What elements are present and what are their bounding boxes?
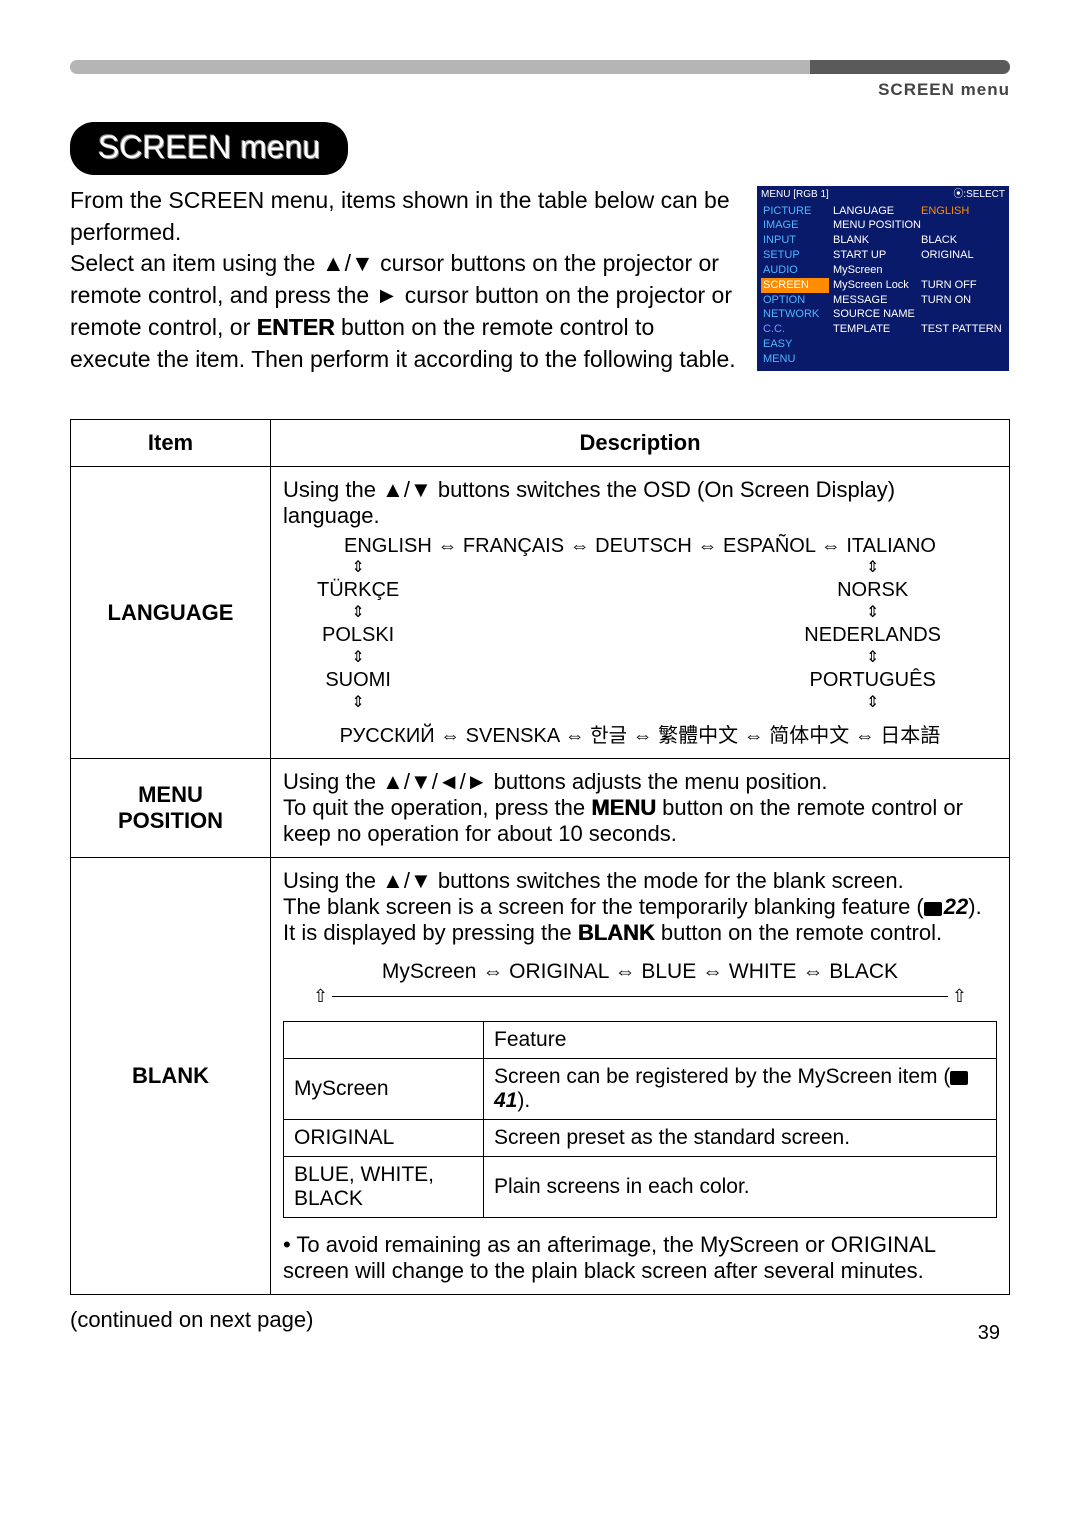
sub-r1c2a: Screen can be registered by the MyScreen… xyxy=(494,1065,950,1088)
sub-r2c1: ORIGINAL xyxy=(284,1120,484,1157)
blank-options: MyScreen ⇔ ORIGINAL ⇔ BLUE ⇔ WHITE ⇔ BLA… xyxy=(283,960,997,984)
menupos-a: Using the ▲/▼/◄/► buttons adjusts the me… xyxy=(283,769,827,794)
th-desc: Description xyxy=(271,420,1010,467)
osd-mid-item: SOURCE NAME xyxy=(833,307,921,322)
language-entry: TÜRKÇE xyxy=(317,578,399,603)
sub-r1c1: MyScreen xyxy=(284,1059,484,1120)
book-icon xyxy=(924,902,942,916)
osd-right-item: ENGLISH xyxy=(921,204,1005,219)
osd-right-item: ORIGINAL xyxy=(921,248,1005,263)
language-lead: Using the ▲/▼ buttons switches the OSD (… xyxy=(283,477,997,529)
osd-left-item: SCREEN xyxy=(761,278,829,293)
page-number: 39 xyxy=(978,1322,1000,1345)
osd-mid-item: MyScreen xyxy=(833,263,921,278)
blank-options-rule: ⇧⇧ xyxy=(283,986,997,1007)
intro-text: From the SCREEN menu, items shown in the… xyxy=(70,185,736,375)
osd-top-left: MENU [RGB 1] xyxy=(761,188,829,202)
language-row-bottom: РУССКИЙ ⇔ SVENSKA ⇔ 한글 ⇔ 繁體中文 ⇔ 简体中文 ⇔ 日… xyxy=(283,719,997,748)
osd-left-item: C.C. xyxy=(761,322,829,337)
blank-lead-b: The blank screen is a screen for the tem… xyxy=(283,894,924,919)
osd-left-item: OPTION xyxy=(761,293,829,308)
row-blank-desc: Using the ▲/▼ buttons switches the mode … xyxy=(271,858,1010,1295)
row-menupos-item: MENU POSITION xyxy=(71,759,271,858)
osd-mid-item: BLANK xyxy=(833,233,921,248)
osd-right-item: TEST PATTERN xyxy=(921,322,1005,337)
blank-btn: BLANK xyxy=(578,920,655,945)
language-entry: NEDERLANDS xyxy=(804,623,941,648)
section-pill: SCREEN menu xyxy=(70,122,348,175)
sub-r2c2: Screen preset as the standard screen. xyxy=(484,1120,997,1157)
row-blank-item: BLANK xyxy=(71,858,271,1295)
blank-sub-table: Feature MyScreen Screen can be registere… xyxy=(283,1021,997,1218)
osd-right-item: BLACK xyxy=(921,233,1005,248)
osd-right-item: TURN ON xyxy=(921,293,1005,308)
menupos-menu: MENU xyxy=(591,795,656,820)
row-language-item: LANGUAGE xyxy=(71,467,271,759)
osd-left-item: SETUP xyxy=(761,248,829,263)
osd-mid-item: MENU POSITION xyxy=(833,218,921,233)
language-entry: NORSK xyxy=(837,578,908,603)
osd-right-item: TURN OFF xyxy=(921,278,1005,293)
osd-mid-col: LANGUAGEMENU POSITIONBLANKSTART UPMyScre… xyxy=(829,204,921,371)
osd-preview: MENU [RGB 1] ⦿:SELECT PICTUREIMAGEINPUTS… xyxy=(756,185,1010,372)
blank-lead-d: button on the remote control. xyxy=(655,920,942,945)
osd-left-item: AUDIO xyxy=(761,263,829,278)
osd-right-item xyxy=(921,218,1005,233)
blank-lead-a: Using the ▲/▼ buttons switches the mode … xyxy=(283,868,904,893)
intro-line1: From the SCREEN menu, items shown in the… xyxy=(70,187,730,245)
language-entry: SUOMI xyxy=(325,668,391,693)
osd-left-item: PICTURE xyxy=(761,204,829,219)
book-icon xyxy=(950,1071,968,1085)
language-entry: POLSKI xyxy=(322,623,394,648)
sub-r1c2: Screen can be registered by the MyScreen… xyxy=(484,1059,997,1120)
blank-ref1: 22 xyxy=(944,894,968,919)
row-menupos-desc: Using the ▲/▼/◄/► buttons adjusts the me… xyxy=(271,759,1010,858)
language-entry: PORTUGUÊS xyxy=(809,668,935,693)
row-language-desc: Using the ▲/▼ buttons switches the OSD (… xyxy=(271,467,1010,759)
enter-label: ENTER xyxy=(257,314,335,340)
menupos-b: To quit the operation, press the xyxy=(283,795,591,820)
osd-left-item: INPUT xyxy=(761,233,829,248)
sub-r3c1: BLUE, WHITE, BLACK xyxy=(284,1157,484,1218)
sub-r3c2: Plain screens in each color. xyxy=(484,1157,997,1218)
th-item: Item xyxy=(71,420,271,467)
language-row-top: ENGLISH ⇔ FRANÇAIS ⇔ DEUTSCH ⇔ ESPAÑOL ⇔… xyxy=(283,535,997,558)
osd-left-col: PICTUREIMAGEINPUTSETUPAUDIOSCREENOPTIONN… xyxy=(757,204,829,371)
sub-r1c2b: ). xyxy=(517,1089,530,1112)
osd-right-item xyxy=(921,307,1005,322)
osd-mid-item: MyScreen Lock xyxy=(833,278,921,293)
language-col-left: ⇕TÜRKÇE⇕POLSKI⇕SUOMI⇕ xyxy=(317,558,399,713)
sub-h2: Feature xyxy=(484,1022,997,1059)
osd-right-item xyxy=(921,263,1005,278)
osd-mid-item: LANGUAGE xyxy=(833,204,921,219)
main-table: Item Description LANGUAGE Using the ▲/▼ … xyxy=(70,419,1010,1295)
header-rule xyxy=(70,60,1010,74)
language-col-right: ⇕NORSK⇕NEDERLANDS⇕PORTUGUÊS⇕ xyxy=(804,558,941,713)
osd-mid-item: MESSAGE xyxy=(833,293,921,308)
section-label: SCREEN menu xyxy=(70,80,1010,100)
sub-empty xyxy=(284,1022,484,1059)
osd-mid-item: TEMPLATE xyxy=(833,322,921,337)
sub-r1ref: 41 xyxy=(494,1089,517,1112)
blank-note: • To avoid remaining as an afterimage, t… xyxy=(283,1232,997,1284)
osd-left-item: IMAGE xyxy=(761,218,829,233)
osd-right-col: ENGLISH BLACKORIGINAL TURN OFFTURN ON TE… xyxy=(921,204,1009,371)
osd-top-right: ⦿:SELECT xyxy=(953,188,1005,202)
osd-left-item: NETWORK xyxy=(761,307,829,322)
continued-label: (continued on next page) xyxy=(70,1307,1010,1333)
osd-mid-item: START UP xyxy=(833,248,921,263)
osd-left-item: EASY MENU xyxy=(761,337,829,367)
